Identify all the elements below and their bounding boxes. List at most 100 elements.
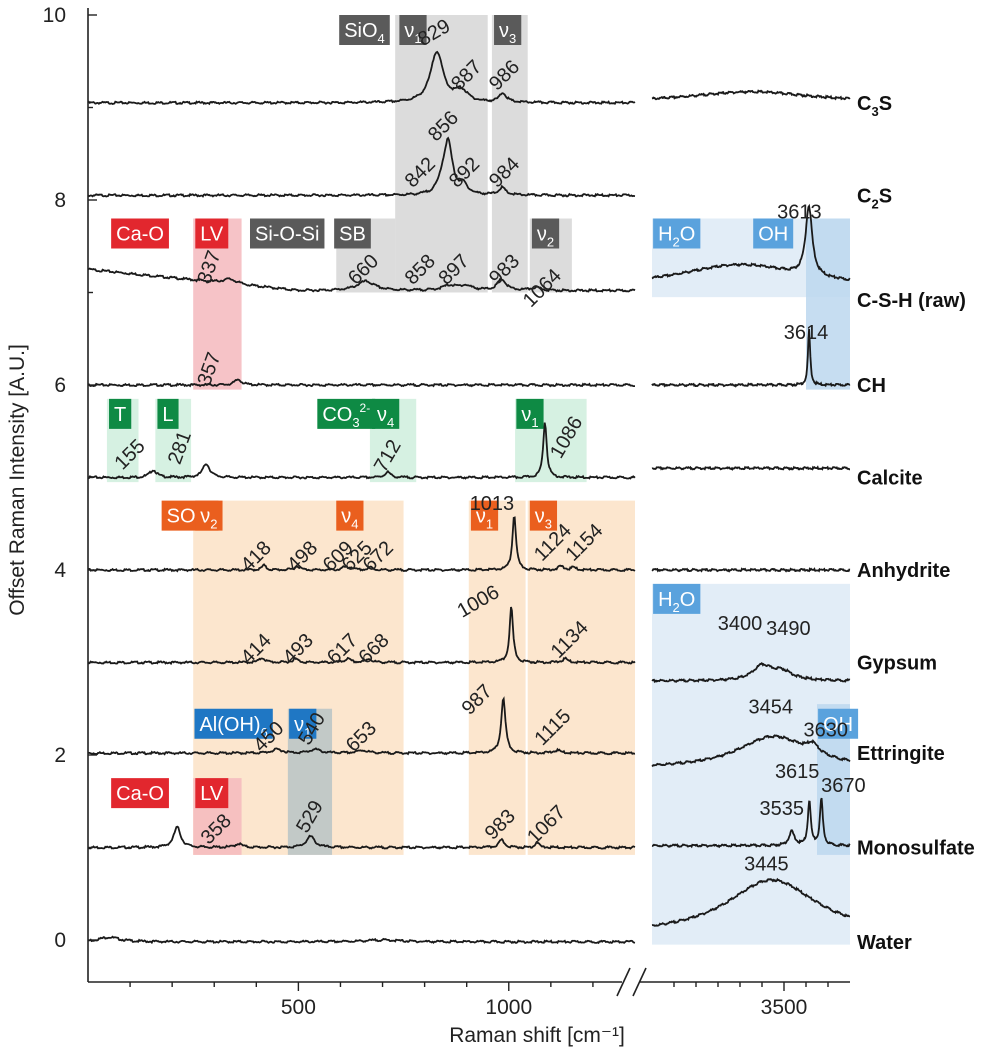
band-label-text: Ca-O [116, 224, 164, 246]
peak-label: 1013 [470, 493, 515, 515]
band-label-box [372, 398, 400, 429]
band-label-box [494, 15, 522, 45]
band-label: T [109, 398, 132, 429]
band-label-text: ν2 [537, 224, 554, 250]
band-label-text: H2O [658, 224, 695, 250]
series-name: CH [857, 375, 886, 397]
band-label-box [399, 15, 427, 45]
band-label: SB [334, 218, 371, 249]
series-name: C3S [857, 93, 892, 119]
spectrum-line-low [87, 606, 636, 666]
band-label: LV [195, 218, 229, 249]
spectrum-line-high [651, 203, 851, 282]
band-label: LV [195, 778, 229, 809]
spectrum-line-low [87, 935, 636, 945]
band-label: H2O [653, 218, 701, 250]
peak-label: 3613 [777, 202, 822, 224]
band-label-box [653, 218, 701, 249]
band-label: ν2 [531, 218, 560, 250]
bands-layer [106, 15, 850, 945]
y-tick-label: 10 [43, 4, 66, 27]
band-region [468, 500, 526, 855]
band-region [491, 15, 528, 293]
band-label-box [334, 218, 371, 249]
y-tick-label: 0 [54, 929, 66, 952]
series-name: Gypsum [857, 653, 937, 675]
spectrum-line-high [651, 797, 851, 849]
band-label-box [111, 778, 169, 809]
band-label-text: OH [823, 714, 853, 736]
y-tick-label: 2 [54, 744, 66, 767]
band-label-box [195, 218, 229, 249]
band-label-text: SiO4 [344, 20, 385, 46]
band-label: ν4 [372, 398, 400, 430]
spectrum-line-high [651, 89, 851, 101]
x-tick-label: 1000 [485, 996, 532, 1019]
band-label-text: LV [200, 224, 224, 246]
band-label: ν3 [494, 15, 522, 46]
peak-label: 3670 [821, 775, 866, 797]
band-label-text: Ca-O [116, 783, 164, 805]
spectrum-line-high [651, 465, 850, 471]
band-label-text: CO32- [322, 401, 370, 430]
peak-label: 3454 [749, 696, 794, 718]
band-label-text: OH [758, 224, 788, 246]
band-label-text: ν1 [294, 714, 311, 740]
band-label-box [529, 500, 558, 531]
band-label-text: SB [339, 224, 366, 246]
spectrum-line-low [87, 696, 636, 756]
band-label: ν3 [529, 500, 558, 532]
band-label-text: L [162, 404, 173, 426]
peak-label: 3614 [784, 322, 829, 344]
x-tick-label: 3500 [761, 996, 808, 1019]
band-label-text: ν4 [341, 506, 358, 532]
band-label-text: ν2 [200, 506, 217, 532]
band-label: ν1 [399, 15, 427, 46]
band-label: L [157, 398, 179, 429]
series-name: Monosulfate [857, 838, 975, 860]
band-label-text: ν3 [535, 506, 552, 532]
peak-label: 3615 [775, 761, 820, 783]
band-label-box [531, 218, 560, 249]
series-name: Anhydrite [857, 560, 950, 582]
y-tick-label: 6 [54, 374, 66, 397]
spectrum-line-low [87, 267, 636, 293]
band-label: ν1 [470, 500, 499, 532]
axis-break-mark [632, 967, 647, 997]
band-label-box [109, 398, 132, 429]
band-label: OH [818, 708, 859, 739]
band-label: OH [753, 218, 794, 249]
peak-label: 3630 [804, 720, 849, 742]
x-axis-label: Raman shift [cm⁻¹] [449, 1024, 625, 1047]
band-label: ν1 [516, 398, 544, 430]
spectrum-line-low [87, 378, 635, 388]
axes-layer: Raman shift [cm⁻¹] Offset Raman Intensit… [6, 4, 850, 1047]
spectrum-line-low [87, 422, 636, 480]
band-label-box [249, 218, 325, 249]
peak-label: 3490 [766, 618, 811, 640]
band-label: SiO4 [339, 15, 390, 46]
band-region [527, 500, 635, 855]
band-label-text: ν4 [377, 404, 394, 430]
spectrum-line-high [651, 567, 851, 573]
peak-label: 3445 [744, 854, 789, 876]
band-label-box [194, 708, 273, 739]
band-label-text: ν1 [404, 20, 421, 46]
band-label-text: Al(OH)6 [199, 714, 267, 740]
y-axis-label: Offset Raman Intensity [A.U.] [6, 344, 29, 616]
peak-label: 3400 [718, 613, 763, 635]
band-label: CO32- [317, 398, 376, 430]
band-label: Ca-O [111, 778, 169, 809]
band-label-box [111, 218, 169, 249]
x-tick-label: 500 [281, 996, 316, 1019]
series-name: C-S-H (raw) [857, 290, 966, 312]
peak-label: 3535 [760, 798, 805, 820]
band-label: Al(OH)6 [194, 708, 273, 740]
y-tick-label: 8 [54, 189, 66, 212]
band-label-box [336, 500, 364, 531]
band-label-box [289, 708, 317, 739]
band-label-box [339, 15, 390, 45]
band-label-box [195, 500, 223, 531]
band-label-box [195, 778, 229, 809]
